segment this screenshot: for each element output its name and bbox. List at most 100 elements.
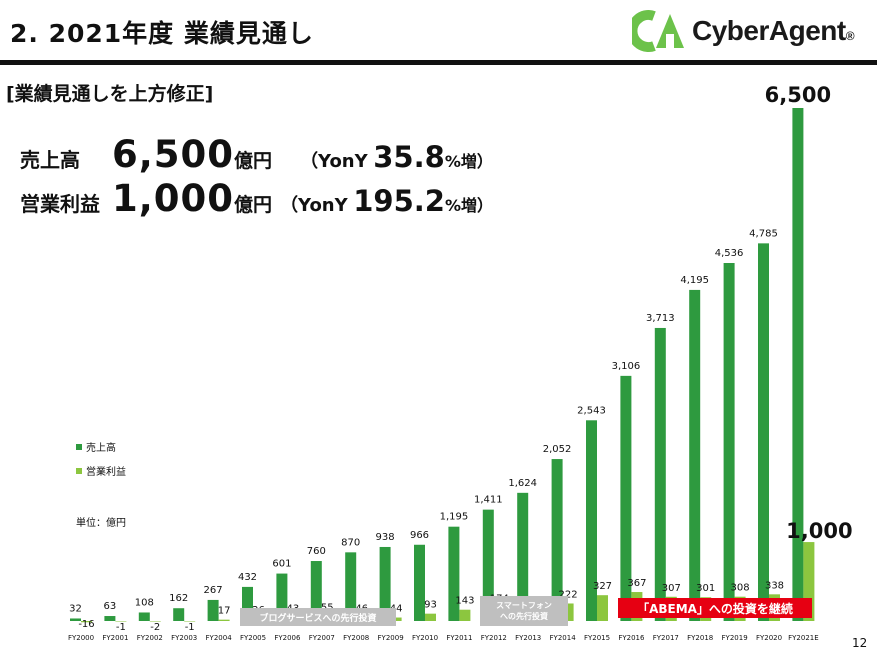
kpi-sales-yoy-suffix: %増） [444, 152, 493, 171]
x-tick-label: FY2004 [206, 634, 233, 642]
profit-bar [149, 621, 161, 622]
sales-value-label: 162 [169, 593, 188, 604]
sales-bar [414, 544, 425, 621]
kpi-sales-yoy-value: 35.8 [373, 140, 445, 174]
blog-investment-annotation: ブログサービスへの先行投資 [240, 608, 396, 626]
profit-value-label: 301 [696, 583, 715, 594]
legend-profit: 営業利益 [76, 463, 126, 478]
profit-value-label: 308 [731, 583, 750, 594]
kpi-profit-yoy-value: 195.2 [353, 184, 445, 218]
header-divider [0, 60, 877, 65]
kpi-sales-unit: 億円 [234, 150, 273, 172]
sales-bar [276, 573, 288, 621]
logo-name: CyberAgent [692, 15, 846, 46]
abema-investment-annotation: 「ABEMA」への投資を継続 [618, 598, 812, 618]
x-tick-label: FY2003 [171, 634, 197, 642]
profit-bar [115, 621, 127, 622]
sales-value-label: 1,411 [474, 495, 503, 506]
profit-bar [459, 609, 471, 621]
sales-value-label: 3,713 [646, 313, 675, 324]
sales-bar [379, 546, 391, 621]
x-tick-label: FY2019 [722, 634, 748, 642]
sales-value-label: 6,500 [765, 83, 831, 107]
kpi-operating-profit: 営業利益 1,000億円 （YonY 195.2%増） [20, 177, 493, 220]
sales-bar [104, 616, 116, 621]
x-tick-label: FY2002 [137, 634, 163, 642]
sales-value-label: 4,785 [749, 228, 778, 239]
x-tick-label: FY2012 [481, 634, 507, 642]
sales-value-label: 2,543 [577, 405, 606, 416]
legend-profit-label: 営業利益 [86, 467, 126, 478]
kpi-profit-unit: 億円 [234, 194, 273, 216]
profit-value-label: -1 [116, 622, 126, 633]
sales-bar [689, 289, 701, 621]
logo-registered: ® [845, 29, 855, 43]
profit-value-label: 1,000 [786, 519, 852, 543]
sales-bar [551, 459, 563, 621]
ca-logo-icon [632, 10, 684, 52]
x-tick-label: FY2000 [68, 634, 94, 642]
sales-bar [70, 618, 81, 621]
kpi-profit-value: 1,000 [112, 177, 235, 220]
sales-bar [207, 599, 219, 621]
sales-bar [792, 108, 804, 621]
smartphone-investment-annotation: スマートフォン への先行投資 [480, 596, 568, 626]
legend-sales-label: 売上高 [86, 443, 116, 454]
sales-bar [723, 263, 735, 621]
sales-value-label: 870 [341, 537, 360, 548]
x-tick-label: FY2011 [446, 634, 472, 642]
smartphone-annotation-line1: スマートフォン [496, 601, 552, 610]
sales-value-label: 2,052 [543, 444, 572, 455]
profit-bar [184, 621, 196, 622]
page-title: 2. 2021年度 業績見通し [10, 19, 314, 48]
sales-bar [173, 608, 185, 621]
page-number: 12 [852, 636, 868, 650]
x-tick-label: FY2014 [550, 634, 577, 642]
sales-value-label: 1,624 [508, 478, 537, 489]
profit-value-label: 143 [455, 596, 474, 607]
sales-bar [482, 509, 494, 621]
profit-value-label: 307 [662, 583, 681, 594]
x-tick-label: FY2017 [653, 634, 679, 642]
sales-bar [345, 552, 357, 621]
x-tick-label: FY2013 [515, 634, 541, 642]
profit-bar [803, 542, 815, 621]
kpi-sales: 売上高 6,500億円 （YonY 35.8%増） [20, 133, 493, 176]
sales-bar [448, 526, 460, 621]
x-tick-label: FY2009 [378, 634, 404, 642]
profit-bar [390, 617, 402, 621]
profit-bar [597, 595, 608, 621]
sales-value-label: 3,106 [612, 361, 641, 372]
logo-text: CyberAgent® [692, 15, 855, 47]
sales-value-label: 601 [272, 559, 291, 570]
sales-bar [517, 492, 529, 621]
x-tick-label: FY2005 [240, 634, 266, 642]
sales-bar [654, 327, 666, 621]
profit-value-label: 17 [218, 606, 231, 617]
kpi-profit-yoy-prefix: （YonY [280, 195, 348, 216]
kpi-sales-label: 売上高 [20, 148, 80, 172]
profit-value-label: -1 [185, 622, 195, 633]
kpi-profit-yoy-suffix: %増） [444, 196, 494, 215]
sales-bar [758, 243, 769, 621]
kpi-profit-label: 営業利益 [20, 192, 100, 216]
forecast-subtitle: [業績見通しを上方修正] [6, 83, 214, 105]
kpi-sales-yoy-prefix: （YonY [300, 151, 368, 172]
sales-value-label: 267 [204, 585, 223, 596]
profit-value-label: 222 [559, 589, 578, 600]
sales-bar [620, 375, 632, 621]
unit-note: 単位：億円 [76, 518, 126, 529]
profit-value-label: 367 [627, 578, 646, 589]
sales-value-label: 1,195 [440, 512, 469, 523]
kpi-sales-value: 6,500 [112, 133, 235, 176]
profit-bar [81, 621, 92, 623]
x-tick-label: FY2010 [412, 634, 438, 642]
legend-sales: 売上高 [76, 439, 116, 454]
sales-bar [586, 420, 597, 621]
profit-value-label: 44 [390, 604, 403, 615]
profit-value-label: 327 [593, 581, 612, 592]
sales-bar [138, 612, 150, 621]
x-tick-label: FY2021E [788, 634, 819, 642]
profit-value-label: 338 [765, 580, 784, 591]
